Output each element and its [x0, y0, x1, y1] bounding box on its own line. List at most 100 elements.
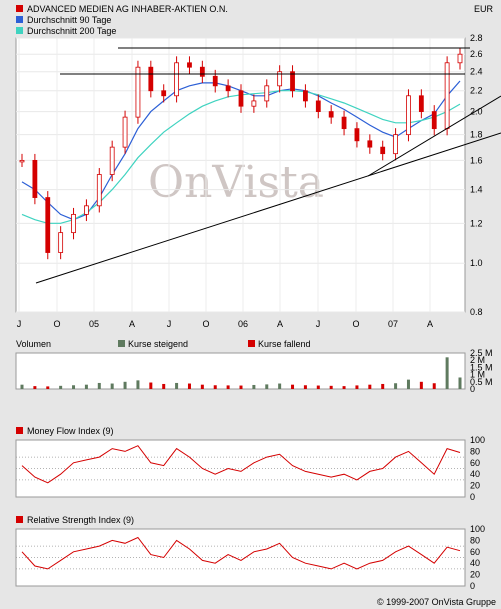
- volume-bar: [200, 384, 204, 389]
- mfi-y-tick: 20: [470, 481, 480, 491]
- price-candle: [135, 66, 141, 118]
- price-candle: [238, 90, 244, 107]
- currency-label: EUR: [474, 4, 494, 14]
- price-x-tick: A: [129, 319, 135, 329]
- volume-bar: [316, 385, 320, 389]
- price-candle: [161, 90, 167, 97]
- legend-falling: Kurse fallend: [258, 339, 311, 349]
- price-candle: [45, 197, 51, 253]
- volume-bar: [59, 385, 63, 389]
- price-candle: [328, 111, 334, 118]
- volume-y-tick: 1 M: [470, 370, 485, 380]
- price-candle: [212, 75, 218, 87]
- volume-bar: [123, 381, 127, 389]
- price-candle: [58, 232, 64, 253]
- volume-bar: [20, 384, 24, 389]
- volume-bar: [394, 383, 398, 389]
- volume-bar: [213, 385, 217, 389]
- price-candle: [225, 85, 231, 92]
- volume-bar: [265, 384, 269, 389]
- volume-bar: [239, 385, 243, 389]
- volume-bar: [458, 377, 462, 389]
- price-y-tick: 1.6: [470, 155, 483, 165]
- price-x-tick: J: [17, 319, 22, 329]
- volume-bar: [175, 382, 179, 389]
- volume-panel: [15, 352, 466, 390]
- price-candle: [187, 62, 192, 68]
- volume-bar: [226, 385, 230, 389]
- price-candle: [251, 100, 257, 107]
- price-candle: [19, 159, 25, 163]
- volume-bar: [97, 382, 101, 389]
- mfi-y-tick: 80: [470, 446, 480, 456]
- price-candle: [122, 116, 128, 148]
- volume-bar: [419, 381, 423, 389]
- price-candle: [393, 134, 398, 155]
- volume-bar: [252, 384, 256, 389]
- legend-rising: Kurse steigend: [128, 339, 188, 349]
- trend-line-upper: [367, 95, 501, 177]
- mfi-y-tick: 60: [470, 458, 480, 468]
- price-candle: [199, 66, 205, 77]
- price-candle: [354, 128, 360, 142]
- volume-bar: [291, 384, 295, 389]
- price-y-tick: 1.2: [470, 218, 483, 228]
- price-candle: [418, 95, 424, 112]
- volume-bar: [432, 383, 436, 389]
- price-x-tick: O: [202, 319, 209, 329]
- price-y-tick: 1.4: [470, 185, 483, 195]
- volume-bar: [355, 385, 359, 389]
- legend-swatch-ma200: [16, 27, 23, 34]
- legend-swatch-mfi: [16, 427, 23, 434]
- mfi-line: [21, 445, 461, 484]
- volume-bar: [110, 383, 114, 389]
- volume-y-tick: 2.5 M: [470, 348, 493, 358]
- price-candle: [32, 159, 38, 198]
- rsi-y-tick: 40: [470, 558, 480, 568]
- price-candle: [406, 95, 411, 136]
- volume-bar: [136, 380, 140, 389]
- price-candle: [109, 146, 115, 175]
- price-y-tick: 0.8: [470, 307, 483, 317]
- price-x-tick: 06: [238, 319, 248, 329]
- price-y-tick: 1.8: [470, 130, 483, 140]
- price-candle: [290, 71, 295, 92]
- price-y-tick: 1.0: [470, 258, 483, 268]
- volume-bar: [381, 383, 385, 389]
- trend-line-lower: [35, 132, 501, 284]
- price-y-tick: 2.2: [470, 86, 483, 96]
- price-panel: [15, 37, 466, 313]
- price-candle: [303, 90, 308, 102]
- volume-bar: [278, 383, 282, 389]
- price-y-tick: 2.4: [470, 67, 483, 77]
- volume-y-tick: 0: [470, 384, 475, 394]
- price-candle: [148, 66, 154, 92]
- rsi-y-tick: 20: [470, 570, 480, 580]
- rsi-panel: [15, 528, 466, 587]
- volume-y-tick: 1.5 M: [470, 362, 493, 372]
- legend-swatch-falling: [248, 340, 255, 347]
- rsi-title: Relative Strength Index (9): [27, 515, 134, 525]
- price-candle: [315, 100, 321, 112]
- price-candle: [457, 53, 463, 64]
- rsi-y-tick: 60: [470, 547, 480, 557]
- volume-title: Volumen: [16, 339, 51, 349]
- price-x-tick: O: [352, 319, 359, 329]
- price-candle: [71, 213, 76, 234]
- price-y-tick: 2.8: [470, 33, 483, 43]
- rsi-y-tick: 100: [470, 524, 485, 534]
- volume-bar: [303, 385, 307, 389]
- volume-bar: [46, 386, 50, 389]
- price-x-tick: J: [316, 319, 321, 329]
- price-x-tick: 05: [89, 319, 99, 329]
- legend-price: ADVANCED MEDIEN AG INHABER-AKTIEN O.N.: [27, 4, 228, 14]
- legend-swatch-rsi: [16, 516, 23, 523]
- volume-bar: [33, 386, 37, 389]
- volume-bar: [84, 384, 88, 389]
- mfi-panel: [15, 439, 466, 498]
- price-x-tick: 07: [388, 319, 398, 329]
- volume-bar: [162, 383, 166, 389]
- legend-swatch-ma90: [16, 16, 23, 23]
- volume-bar: [342, 386, 346, 389]
